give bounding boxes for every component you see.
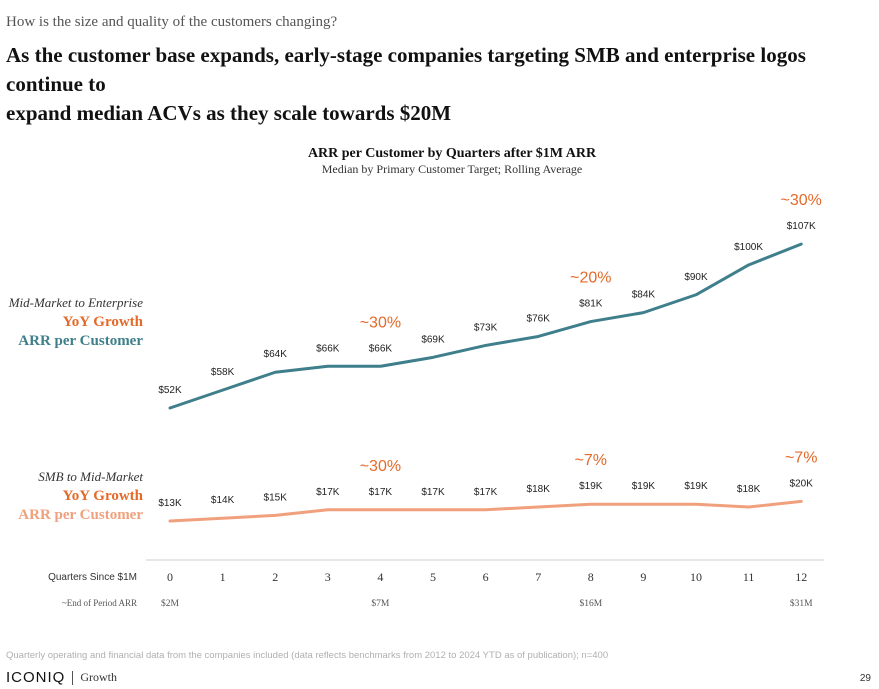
data-label: $17K <box>316 487 340 498</box>
footnote: Quarterly operating and financial data f… <box>6 650 609 661</box>
data-label: $90K <box>684 272 708 283</box>
data-label: $81K <box>579 299 603 310</box>
x-tick-label: 9 <box>640 570 646 584</box>
series-name-label: Mid-Market to Enterprise <box>8 295 144 310</box>
series-metric-label: ARR per Customer <box>18 333 143 349</box>
x-tick-label: 5 <box>430 570 436 584</box>
secondary-axis-label: ~End of Period ARR <box>62 598 137 608</box>
brand-subtitle: Growth <box>80 670 118 684</box>
data-label: $17K <box>421 487 445 498</box>
data-label: $17K <box>369 487 393 498</box>
x-tick-label: 11 <box>743 570 755 584</box>
series-line <box>168 242 803 410</box>
data-label: $19K <box>579 481 603 492</box>
series-growth-label: YoY Growth <box>63 314 144 330</box>
data-label: $73K <box>474 322 498 333</box>
x-axis-label: Quarters Since $1M <box>48 572 137 583</box>
x-tick-label: 10 <box>690 570 702 584</box>
headline-line-1: As the customer base expands, early-stag… <box>6 43 806 96</box>
x-tick-label: 8 <box>588 570 594 584</box>
chart-subtitle: Median by Primary Customer Target; Rolli… <box>322 162 582 176</box>
data-label: $20K <box>790 478 814 489</box>
data-label: $64K <box>264 349 288 360</box>
secondary-tick-label: $2M <box>161 598 180 609</box>
data-label: $66K <box>369 343 393 354</box>
data-label: $18K <box>737 484 761 495</box>
x-tick-label: 1 <box>220 570 226 584</box>
data-label: $66K <box>316 343 340 354</box>
arr-per-customer-chart: ARR per Customer by Quarters after $1M A… <box>8 146 824 609</box>
data-label: $76K <box>527 313 551 324</box>
series-name-label: SMB to Mid-Market <box>38 469 143 484</box>
data-label: $52K <box>158 385 182 396</box>
data-label: $13K <box>158 498 182 509</box>
brand-divider <box>72 670 74 685</box>
series-line <box>168 499 803 523</box>
data-label: $107K <box>787 221 816 232</box>
x-tick-label: 3 <box>325 570 331 584</box>
growth-annotation: ~7% <box>785 449 817 466</box>
brand-logo: ICONIQ Growth <box>6 669 117 686</box>
x-tick-label: 2 <box>272 570 278 584</box>
page-number: 29 <box>859 673 871 684</box>
x-tick-label: 6 <box>483 570 489 584</box>
secondary-tick-label: $7M <box>371 598 390 609</box>
data-label: $69K <box>421 334 445 345</box>
x-tick-label: 4 <box>377 570 383 584</box>
data-label: $14K <box>211 495 235 506</box>
series-growth-label: YoY Growth <box>63 488 144 504</box>
data-label: $19K <box>632 481 656 492</box>
data-label: $15K <box>264 492 288 503</box>
data-label: $17K <box>474 487 498 498</box>
growth-annotation: ~20% <box>570 270 611 287</box>
x-tick-label: 7 <box>535 570 541 584</box>
secondary-tick-label: $16M <box>579 598 602 609</box>
headline-line-2: expand median ACVs as they scale towards… <box>6 101 452 125</box>
data-label: $58K <box>211 367 235 378</box>
data-label: $18K <box>527 484 551 495</box>
chart-title: ARR per Customer by Quarters after $1M A… <box>308 146 597 161</box>
secondary-tick-label: $31M <box>790 598 813 609</box>
x-tick-label: 12 <box>795 570 807 584</box>
data-label: $19K <box>684 481 708 492</box>
growth-annotation: ~7% <box>575 452 607 469</box>
data-label: $100K <box>734 242 763 253</box>
series-metric-label: ARR per Customer <box>18 507 143 523</box>
growth-annotation: ~30% <box>360 458 401 475</box>
x-tick-label: 0 <box>167 570 173 584</box>
brand-name: ICONIQ <box>6 669 66 686</box>
page-question: How is the size and quality of the custo… <box>6 14 338 30</box>
growth-annotation: ~30% <box>781 192 822 209</box>
page-headline: As the customer base expands, early-stag… <box>6 41 876 128</box>
data-label: $84K <box>632 290 656 301</box>
growth-annotation: ~30% <box>360 314 401 331</box>
